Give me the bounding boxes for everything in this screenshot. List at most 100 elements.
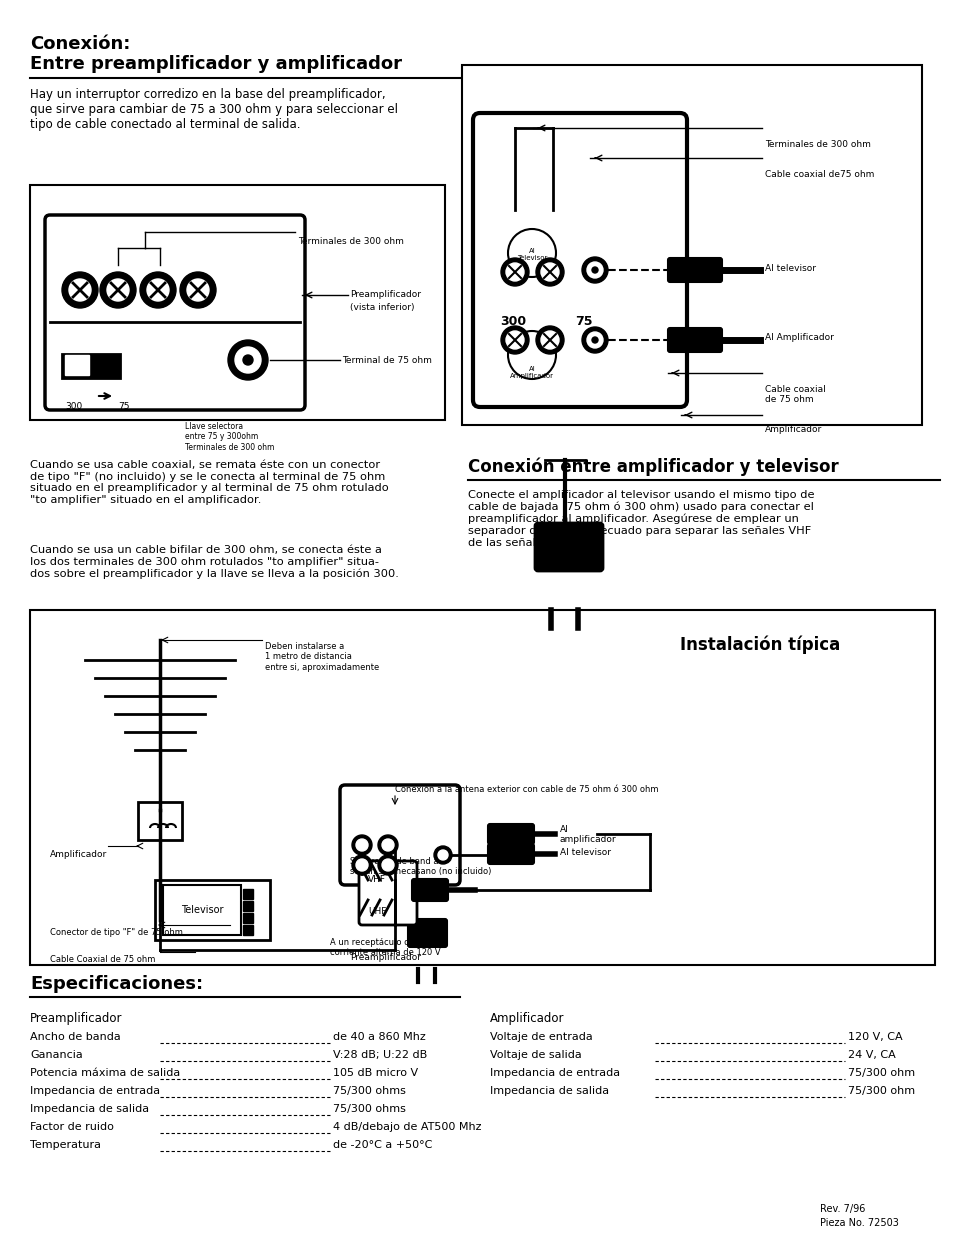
Circle shape bbox=[540, 331, 558, 350]
FancyBboxPatch shape bbox=[45, 215, 305, 410]
FancyBboxPatch shape bbox=[408, 919, 447, 947]
FancyBboxPatch shape bbox=[138, 802, 182, 840]
Circle shape bbox=[355, 839, 368, 851]
FancyBboxPatch shape bbox=[62, 354, 120, 378]
Text: 75: 75 bbox=[575, 315, 592, 329]
Text: Preamplificador: Preamplificador bbox=[350, 290, 420, 299]
Text: 75/300 ohms: 75/300 ohms bbox=[333, 1086, 405, 1095]
Text: Impedancia de salida: Impedancia de salida bbox=[490, 1086, 608, 1095]
Circle shape bbox=[69, 279, 91, 301]
Text: Entre preamplificador y amplificador: Entre preamplificador y amplificador bbox=[30, 56, 401, 73]
Circle shape bbox=[381, 860, 394, 871]
Circle shape bbox=[234, 347, 261, 373]
Text: de -20°C a +50°C: de -20°C a +50°C bbox=[333, 1140, 432, 1150]
Text: Preamplificador: Preamplificador bbox=[30, 1011, 122, 1025]
Circle shape bbox=[581, 257, 607, 283]
Text: Especificaciones:: Especificaciones: bbox=[30, 974, 203, 993]
Text: Al
Televisor: Al Televisor bbox=[517, 248, 547, 261]
FancyBboxPatch shape bbox=[473, 112, 686, 408]
Text: Al Amplificador: Al Amplificador bbox=[764, 333, 833, 342]
Circle shape bbox=[352, 835, 372, 855]
Circle shape bbox=[586, 262, 602, 278]
Text: VHF: VHF bbox=[368, 876, 386, 884]
Text: (vista inferior): (vista inferior) bbox=[350, 303, 414, 312]
Text: Pieza No. 72503: Pieza No. 72503 bbox=[820, 1218, 898, 1228]
Text: 75: 75 bbox=[118, 403, 130, 411]
Text: Cable Coaxial de 75 ohm: Cable Coaxial de 75 ohm bbox=[50, 955, 155, 965]
Text: Al
amplificador: Al amplificador bbox=[559, 825, 616, 845]
Text: 75/300 ohms: 75/300 ohms bbox=[333, 1104, 405, 1114]
FancyBboxPatch shape bbox=[667, 258, 721, 282]
FancyBboxPatch shape bbox=[488, 824, 534, 844]
Circle shape bbox=[228, 340, 268, 380]
Text: 105 dB micro V: 105 dB micro V bbox=[333, 1068, 417, 1078]
FancyBboxPatch shape bbox=[461, 65, 921, 425]
Circle shape bbox=[581, 327, 607, 353]
Text: Conector de tipo "F" de 75 ohm: Conector de tipo "F" de 75 ohm bbox=[50, 927, 183, 937]
Circle shape bbox=[180, 272, 215, 308]
Circle shape bbox=[536, 258, 563, 287]
Text: Amplificador: Amplificador bbox=[490, 1011, 564, 1025]
Circle shape bbox=[500, 258, 529, 287]
Text: Llave selectora
entre 75 y 300ohm
Terminales de 300 ohm: Llave selectora entre 75 y 300ohm Termin… bbox=[185, 422, 274, 452]
Text: Conexión entre amplificador y televisor: Conexión entre amplificador y televisor bbox=[468, 458, 838, 477]
Circle shape bbox=[505, 263, 523, 282]
Text: Al
Amplificador: Al Amplificador bbox=[510, 366, 554, 379]
FancyBboxPatch shape bbox=[358, 861, 416, 925]
Text: Conexión:: Conexión: bbox=[30, 35, 131, 53]
Circle shape bbox=[434, 846, 452, 864]
Text: Al televisor: Al televisor bbox=[559, 848, 610, 857]
FancyBboxPatch shape bbox=[488, 844, 534, 864]
Text: Voltaje de entrada: Voltaje de entrada bbox=[490, 1032, 592, 1042]
Text: Conecte el amplificador al televisor usando el mismo tipo de
cable de bajada (75: Conecte el amplificador al televisor usa… bbox=[468, 490, 814, 547]
Text: 300: 300 bbox=[499, 315, 525, 329]
FancyBboxPatch shape bbox=[243, 889, 253, 899]
Text: Hay un interruptor corredizo en la base del preamplificador,
que sirve para camb: Hay un interruptor corredizo en la base … bbox=[30, 88, 397, 131]
Text: 300: 300 bbox=[65, 403, 82, 411]
Text: 4 dB/debajo de AT500 Mhz: 4 dB/debajo de AT500 Mhz bbox=[333, 1123, 481, 1132]
FancyBboxPatch shape bbox=[243, 925, 253, 935]
FancyBboxPatch shape bbox=[412, 879, 448, 902]
Circle shape bbox=[140, 272, 175, 308]
FancyBboxPatch shape bbox=[30, 610, 934, 965]
Text: Voltaje de salida: Voltaje de salida bbox=[490, 1050, 581, 1060]
Text: Potencia máxima de salida: Potencia máxima de salida bbox=[30, 1068, 180, 1078]
Text: Terminales de 300 ohm: Terminales de 300 ohm bbox=[297, 237, 403, 246]
Text: Ganancia: Ganancia bbox=[30, 1050, 83, 1060]
Text: Amplificador: Amplificador bbox=[764, 425, 821, 433]
Text: A un receptáculo de
corriente alterna de 120 V: A un receptáculo de corriente alterna de… bbox=[330, 939, 440, 957]
Text: Deben instalarse a
1 metro de distancia
entre si, aproximadamente: Deben instalarse a 1 metro de distancia … bbox=[265, 642, 379, 672]
Text: Cuando se usa un cable bifilar de 300 ohm, se conecta éste a
los dos terminales : Cuando se usa un cable bifilar de 300 oh… bbox=[30, 545, 398, 579]
FancyBboxPatch shape bbox=[154, 881, 270, 940]
Text: Instalación típica: Instalación típica bbox=[679, 635, 840, 653]
FancyBboxPatch shape bbox=[535, 522, 602, 571]
Circle shape bbox=[147, 279, 169, 301]
Text: 24 V, CA: 24 V, CA bbox=[847, 1050, 895, 1060]
Circle shape bbox=[592, 267, 598, 273]
Circle shape bbox=[505, 331, 523, 350]
Circle shape bbox=[592, 337, 598, 343]
Circle shape bbox=[500, 326, 529, 354]
FancyBboxPatch shape bbox=[65, 354, 89, 375]
Circle shape bbox=[243, 354, 253, 366]
Circle shape bbox=[586, 332, 602, 348]
Text: Al televisor: Al televisor bbox=[764, 264, 815, 273]
Text: Terminal de 75 ohm: Terminal de 75 ohm bbox=[341, 356, 432, 366]
Text: 75/300 ohm: 75/300 ohm bbox=[847, 1068, 914, 1078]
Circle shape bbox=[355, 860, 368, 871]
Text: de 40 a 860 Mhz: de 40 a 860 Mhz bbox=[333, 1032, 425, 1042]
Circle shape bbox=[381, 839, 394, 851]
Text: Amplificador: Amplificador bbox=[50, 850, 107, 860]
Text: Impedancia de entrada: Impedancia de entrada bbox=[490, 1068, 619, 1078]
Text: Televisor: Televisor bbox=[180, 905, 223, 915]
Text: Rev. 7/96: Rev. 7/96 bbox=[820, 1204, 864, 1214]
Text: Factor de ruido: Factor de ruido bbox=[30, 1123, 113, 1132]
FancyBboxPatch shape bbox=[163, 885, 241, 935]
Circle shape bbox=[536, 326, 563, 354]
Text: 120 V, CA: 120 V, CA bbox=[847, 1032, 902, 1042]
Text: Conexión a la antena exterior con cable de 75 ohm ó 300 ohm: Conexión a la antena exterior con cable … bbox=[395, 785, 658, 794]
Text: Temperatura: Temperatura bbox=[30, 1140, 101, 1150]
Text: Ancho de banda: Ancho de banda bbox=[30, 1032, 121, 1042]
Text: Cable coaxial de75 ohm: Cable coaxial de75 ohm bbox=[764, 170, 874, 179]
FancyBboxPatch shape bbox=[243, 913, 253, 923]
